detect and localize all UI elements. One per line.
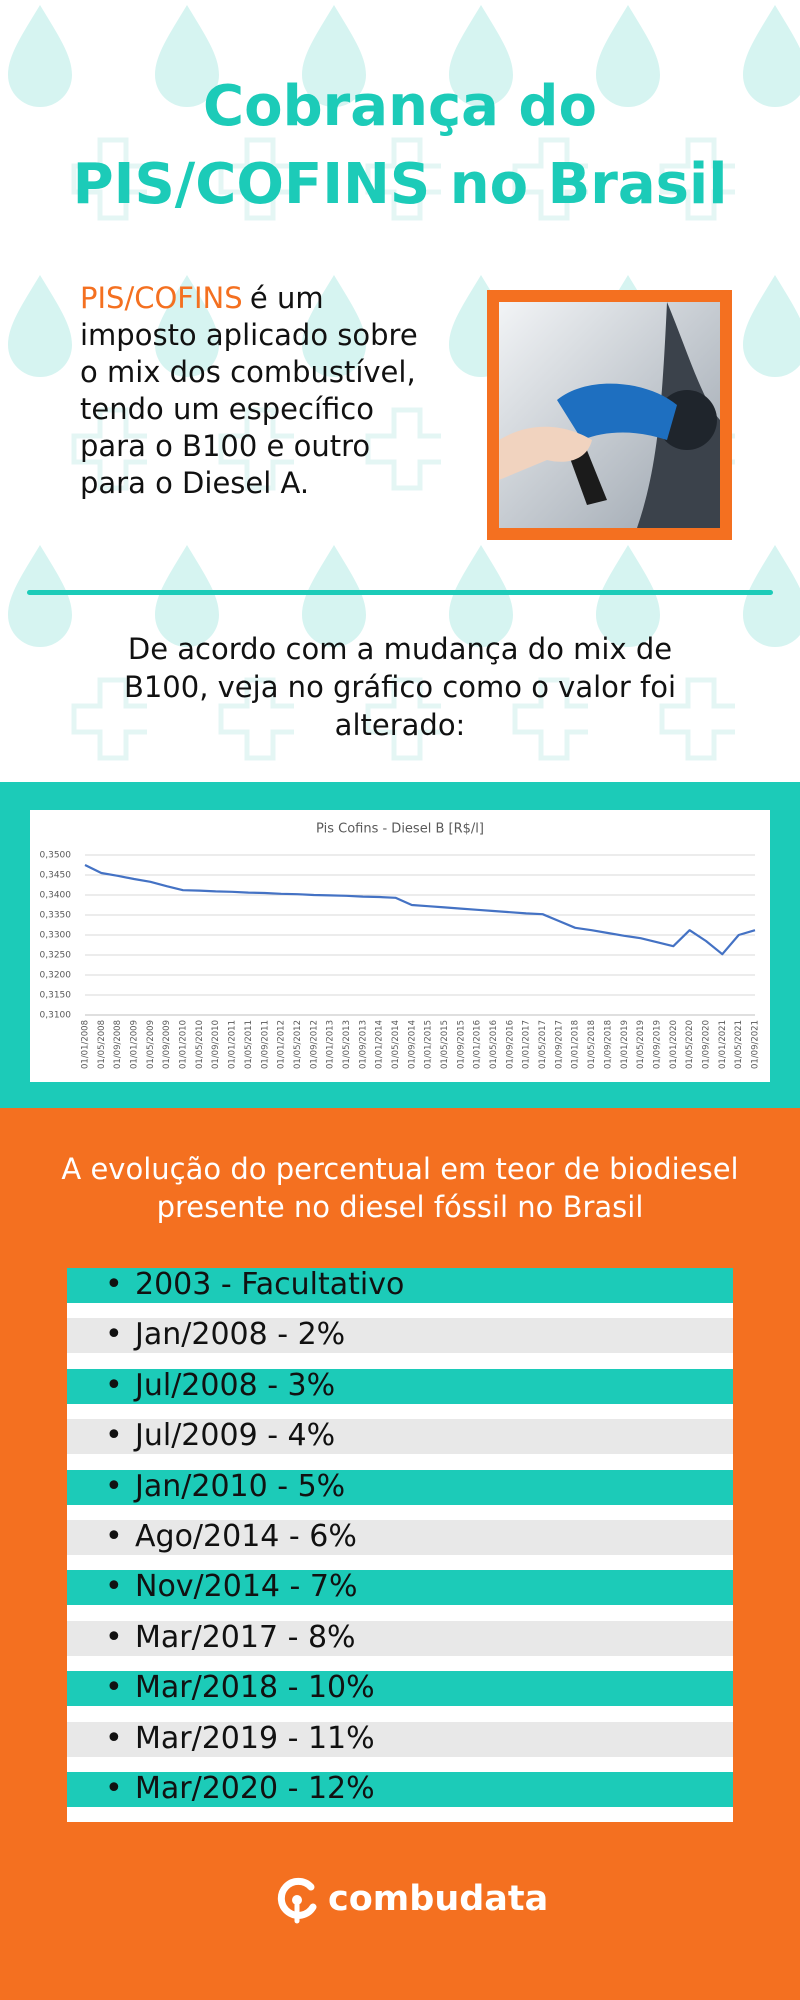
list-row: Jan/2010 - 5%: [67, 1469, 733, 1520]
list-item: Jul/2009 - 4%: [105, 1418, 335, 1454]
x-tick-label: 01/05/2008: [97, 1020, 107, 1069]
list-row: Mar/2020 - 12%: [67, 1771, 733, 1822]
list-row: Jul/2008 - 3%: [67, 1368, 733, 1419]
x-tick-label: 01/05/2018: [587, 1020, 597, 1069]
x-tick-label: 01/01/2016: [473, 1020, 483, 1069]
title-line: PIS/COFINS no Brasil: [72, 152, 728, 217]
y-tick-label: 0,3200: [40, 971, 72, 981]
intro-text: é um imposto aplicado sobre o mix dos co…: [80, 281, 418, 500]
evolution-title: A evolução do percentual em teor de biod…: [61, 1152, 739, 1224]
x-tick-label: 01/05/2019: [636, 1020, 646, 1069]
x-tick-label: 01/01/2009: [130, 1020, 140, 1069]
divider: [27, 590, 773, 595]
x-tick-label: 01/09/2021: [751, 1020, 761, 1069]
evolution-list: 2003 - Facultativo Jan/2008 - 2% Jul/2008 …: [67, 1267, 733, 1823]
x-tick-label: 01/09/2016: [505, 1020, 515, 1069]
x-tick-label: 01/09/2013: [358, 1020, 368, 1069]
x-tick-label: 01/09/2014: [407, 1020, 417, 1069]
intro-highlight: PIS/COFINS: [80, 281, 243, 315]
line-series: [84, 864, 756, 956]
x-tick-label: 01/01/2020: [669, 1020, 679, 1069]
x-tick-label: 01/05/2011: [244, 1020, 254, 1069]
photo: [487, 290, 732, 540]
list-row: Mar/2018 - 10%: [67, 1670, 733, 1721]
list-item: Jan/2008 - 2%: [105, 1317, 345, 1353]
x-tick-label: 01/01/2012: [277, 1020, 287, 1069]
x-tick-label: 01/09/2018: [603, 1020, 613, 1069]
list-item: Mar/2018 - 10%: [105, 1670, 375, 1706]
x-tick-label: 01/09/2019: [652, 1020, 662, 1069]
list-row: Ago/2014 - 6%: [67, 1519, 733, 1570]
brand: combudata: [328, 1879, 549, 1919]
x-tick-label: 01/01/2021: [718, 1020, 728, 1069]
list-row: Nov/2014 - 7%: [67, 1569, 733, 1620]
y-tick-label: 0,3300: [40, 931, 72, 941]
y-tick-label: 0,3400: [40, 891, 72, 901]
y-tick-label: 0,3500: [40, 851, 72, 861]
x-tick-label: 01/09/2015: [456, 1020, 466, 1069]
x-tick-label: 01/01/2013: [326, 1020, 336, 1069]
logo-icon: [277, 1877, 317, 1924]
x-tick-label: 01/09/2020: [701, 1020, 711, 1069]
x-tick-label: 01/05/2013: [342, 1020, 352, 1069]
x-tick-label: 01/01/2010: [179, 1020, 189, 1069]
list-item: Nov/2014 - 7%: [105, 1569, 357, 1605]
list-row: Jul/2009 - 4%: [67, 1418, 733, 1469]
list-row: Jan/2008 - 2%: [67, 1317, 733, 1368]
x-tick-label: 01/05/2015: [440, 1020, 450, 1069]
x-tick-label: 01/01/2008: [81, 1020, 91, 1069]
x-tick-label: 01/05/2010: [195, 1020, 205, 1069]
x-tick-label: 01/01/2017: [522, 1020, 532, 1069]
list-item: Mar/2019 - 11%: [105, 1721, 375, 1757]
x-tick-label: 01/05/2014: [391, 1020, 401, 1069]
list-row: Mar/2019 - 11%: [67, 1721, 733, 1772]
list-item: Mar/2020 - 12%: [105, 1771, 375, 1807]
title-line: Cobrança do: [203, 74, 597, 139]
y-tick-label: 0,3350: [40, 911, 72, 921]
x-tick-label: 01/05/2020: [685, 1020, 695, 1069]
chart: Pis Cofins - Diesel B [R$/l] 0,3100 0,315…: [30, 810, 770, 1082]
title: Cobrança do PIS/COFINS no Brasil: [0, 68, 800, 224]
x-tick-label: 01/01/2019: [620, 1020, 630, 1069]
y-tick-label: 0,3450: [40, 871, 72, 881]
list-item: Jul/2008 - 3%: [105, 1368, 335, 1404]
x-tick-label: 01/01/2014: [375, 1020, 385, 1069]
x-tick-label: 01/09/2010: [211, 1020, 221, 1069]
x-tick-label: 01/09/2009: [162, 1020, 172, 1069]
subtitle: De acordo com a mudança do mix de B100, …: [123, 632, 677, 742]
x-tick-label: 01/09/2012: [309, 1020, 319, 1069]
intro: PIS/COFINS é um imposto aplicado sobre o …: [80, 280, 420, 502]
chart-title: Pis Cofins - Diesel B [R$/l]: [316, 822, 484, 837]
x-tick-label: 01/01/2011: [228, 1020, 238, 1069]
y-tick-label: 0,3150: [40, 991, 72, 1001]
x-tick-label: 01/05/2016: [489, 1020, 499, 1069]
y-tick-label: 0,3100: [40, 1011, 72, 1021]
list-row: 2003 - Facultativo: [67, 1267, 733, 1318]
list-item: Ago/2014 - 6%: [105, 1519, 357, 1555]
x-tick-label: 01/09/2017: [554, 1020, 564, 1069]
list-item: Jan/2010 - 5%: [105, 1469, 345, 1505]
list-row: Mar/2017 - 8%: [67, 1620, 733, 1671]
list-item: Mar/2017 - 8%: [105, 1620, 355, 1656]
x-tick-label: 01/05/2012: [293, 1020, 303, 1069]
y-tick-label: 0,3250: [40, 951, 72, 961]
x-tick-label: 01/01/2015: [424, 1020, 434, 1069]
list-item: 2003 - Facultativo: [105, 1267, 404, 1303]
x-tick-label: 01/01/2018: [571, 1020, 581, 1069]
x-tick-label: 01/05/2021: [734, 1020, 744, 1069]
x-tick-label: 01/09/2011: [260, 1020, 270, 1069]
x-tick-label: 01/05/2009: [146, 1020, 156, 1069]
x-tick-label: 01/09/2008: [113, 1020, 123, 1069]
x-tick-label: 01/05/2017: [538, 1020, 548, 1069]
